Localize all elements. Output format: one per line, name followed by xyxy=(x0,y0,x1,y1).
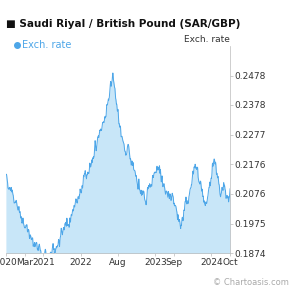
Legend: Exch. rate: Exch. rate xyxy=(11,36,76,54)
Text: ■ Saudi Riyal / British Pound (SAR/GBP): ■ Saudi Riyal / British Pound (SAR/GBP) xyxy=(6,19,240,29)
Text: © Chartoasis.com: © Chartoasis.com xyxy=(213,278,289,287)
Text: Exch. rate: Exch. rate xyxy=(184,35,230,44)
